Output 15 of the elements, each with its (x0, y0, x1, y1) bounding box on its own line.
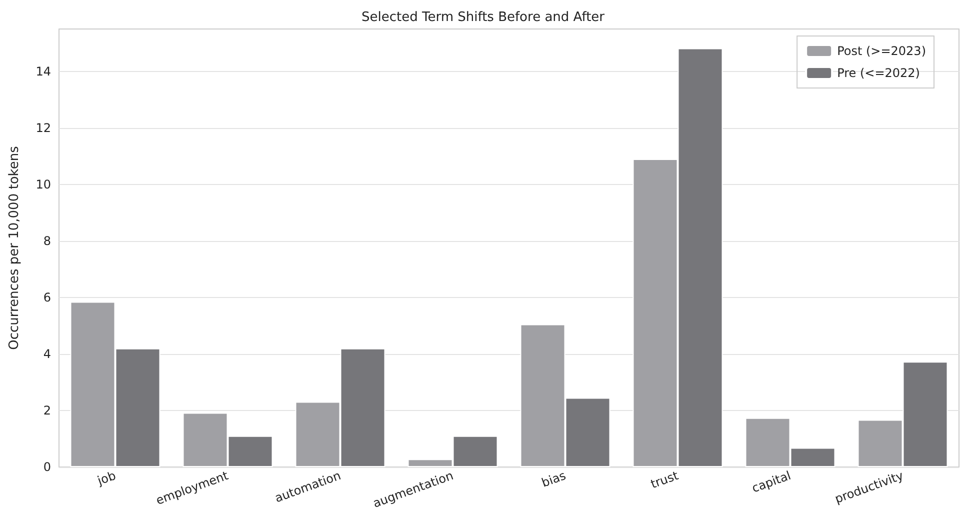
y-tick-label: 0 (43, 460, 51, 474)
legend-label: Post (>=2023) (837, 44, 926, 58)
y-axis-title: Occurrences per 10,000 tokens (7, 146, 22, 350)
chart-title: Selected Term Shifts Before and After (361, 10, 606, 25)
y-tick-label: 8 (43, 234, 51, 248)
y-tick-label: 10 (36, 177, 51, 192)
x-tick-label: bias (540, 468, 568, 490)
x-tick-label: job (94, 468, 118, 488)
y-tick-label: 12 (36, 120, 51, 135)
y-tick-label: 14 (36, 64, 51, 78)
x-tick-label: trust (648, 468, 680, 492)
y-tick-label: 4 (43, 346, 51, 361)
legend-label: Pre (<=2022) (837, 66, 920, 80)
y-tick-label: 6 (43, 290, 51, 304)
y-tick-label: 2 (43, 403, 51, 418)
